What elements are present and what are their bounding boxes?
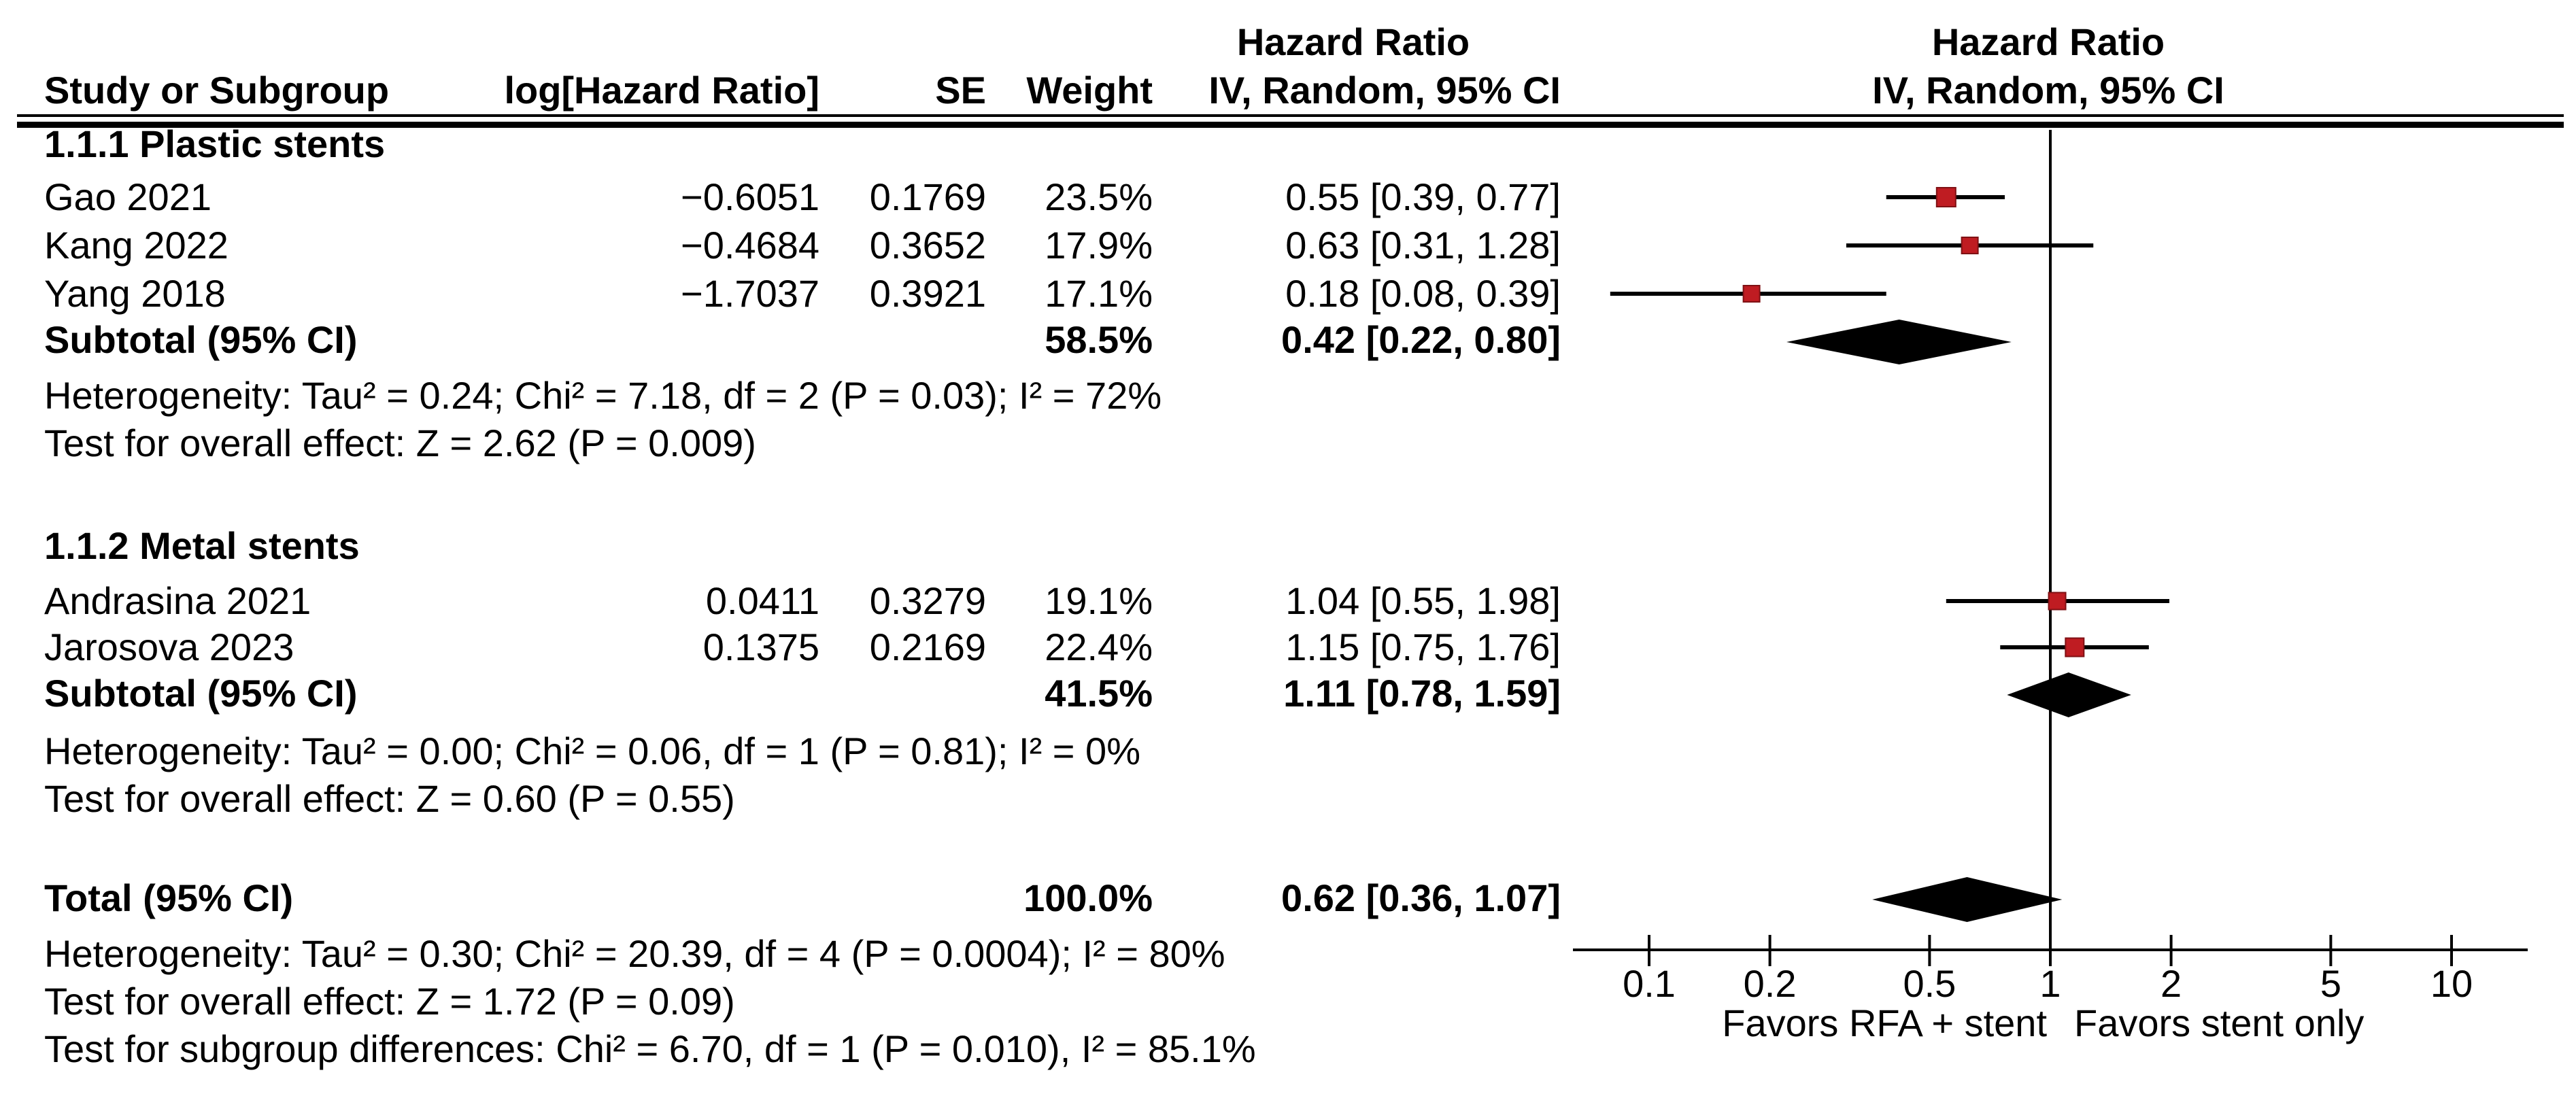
col-header-ci: IV, Random, 95% CI xyxy=(1208,69,1561,112)
subtotal-weight: 41.5% xyxy=(1045,672,1153,715)
heterogeneity-text: Heterogeneity: Tau² = 0.24; Chi² = 7.18,… xyxy=(44,374,1162,417)
hazard-ratio-header-right: Hazard Ratio xyxy=(1931,20,2165,63)
study-weight: 17.9% xyxy=(1045,224,1153,267)
x-tick-label: 1 xyxy=(2039,962,2061,1005)
study-name: Jarosova 2023 xyxy=(44,626,294,668)
x-tick-label: 10 xyxy=(2430,962,2473,1005)
effect-marker xyxy=(1742,285,1761,303)
study-weight: 22.4% xyxy=(1045,626,1153,668)
study-ci: 1.15 [0.75, 1.76] xyxy=(1285,626,1561,668)
col-header-study: Study or Subgroup xyxy=(44,69,390,112)
col-header-weight: Weight xyxy=(1026,69,1153,112)
study-se: 0.3921 xyxy=(869,272,986,315)
study-ci: 0.18 [0.08, 0.39] xyxy=(1285,272,1561,315)
study-weight: 19.1% xyxy=(1045,579,1153,622)
study-se: 0.2169 xyxy=(869,626,986,668)
study-ci: 1.04 [0.55, 1.98] xyxy=(1285,579,1561,622)
header-row-1: Hazard Ratio Hazard Ratio xyxy=(0,18,2576,66)
subgroup-1-label: 1.1.1 Plastic stents xyxy=(44,122,386,165)
subtotal-ci: 1.11 [0.78, 1.59] xyxy=(1283,672,1561,715)
col-header-se: SE xyxy=(935,69,986,112)
study-name: Andrasina 2021 xyxy=(44,579,311,622)
study-ci: 0.63 [0.31, 1.28] xyxy=(1285,224,1561,267)
study-loghr: −0.6051 xyxy=(681,175,819,218)
effect-marker xyxy=(2048,592,2067,611)
hazard-ratio-header-left: Hazard Ratio xyxy=(1236,20,1470,63)
heterogeneity-metal: Heterogeneity: Tau² = 0.00; Chi² = 0.06,… xyxy=(0,728,2576,775)
col-header-loghr: log[Hazard Ratio] xyxy=(504,69,819,112)
subgroup-2-title: 1.1.2 Metal stents xyxy=(0,522,2576,570)
favors-right-label: Favors stent only xyxy=(2074,1002,2365,1044)
subtotal-row-metal: Subtotal (95% CI) 41.5% 1.11 [0.78, 1.59… xyxy=(0,670,2576,717)
col-header-ci-right: IV, Random, 95% CI xyxy=(1872,69,2224,112)
subtotal-weight: 58.5% xyxy=(1045,318,1153,361)
x-tick-label: 0.2 xyxy=(1743,962,1797,1005)
overall-effect-text: Test for overall effect: Z = 1.72 (P = 0… xyxy=(44,980,735,1023)
overall-effect-text: Test for overall effect: Z = 2.62 (P = 0… xyxy=(44,422,756,464)
header-rule-thin xyxy=(17,114,2564,117)
heterogeneity-text: Heterogeneity: Tau² = 0.30; Chi² = 20.39… xyxy=(44,932,1225,975)
effect-marker xyxy=(1935,187,1956,207)
study-loghr: −1.7037 xyxy=(681,272,819,315)
subtotal-row-plastic: Subtotal (95% CI) 58.5% 0.42 [0.22, 0.80… xyxy=(0,316,2576,364)
study-name: Gao 2021 xyxy=(44,175,211,218)
effect-marker xyxy=(1961,237,1979,254)
study-row-yang-2018: Yang 2018 −1.7037 0.3921 17.1% 0.18 [0.0… xyxy=(0,270,2576,318)
heterogeneity-text: Heterogeneity: Tau² = 0.00; Chi² = 0.06,… xyxy=(44,730,1140,772)
study-loghr: −0.4684 xyxy=(681,224,819,267)
x-tick-label: 5 xyxy=(2320,962,2341,1005)
subtotal-diamond-plastic xyxy=(1786,320,2012,364)
total-row: Total (95% CI) 100.0% 0.62 [0.36, 1.07] xyxy=(0,874,2576,922)
x-tick-label: 0.5 xyxy=(1903,962,1956,1005)
study-row-gao-2021: Gao 2021 −0.6051 0.1769 23.5% 0.55 [0.39… xyxy=(0,173,2576,221)
overall-effect-text: Test for overall effect: Z = 0.60 (P = 0… xyxy=(44,777,735,820)
study-name: Kang 2022 xyxy=(44,224,228,267)
subgroup-differences: Test for subgroup differences: Chi² = 6.… xyxy=(0,1025,2576,1073)
total-label: Total (95% CI) xyxy=(44,876,294,919)
heterogeneity-plastic: Heterogeneity: Tau² = 0.24; Chi² = 7.18,… xyxy=(0,372,2576,420)
header-rule-thick xyxy=(17,122,2564,128)
study-name: Yang 2018 xyxy=(44,272,226,315)
subtotal-label: Subtotal (95% CI) xyxy=(44,672,358,715)
study-ci: 0.55 [0.39, 0.77] xyxy=(1285,175,1561,218)
study-row-kang-2022: Kang 2022 −0.4684 0.3652 17.9% 0.63 [0.3… xyxy=(0,222,2576,269)
x-tick-label: 2 xyxy=(2160,962,2182,1005)
total-diamond xyxy=(1872,877,2063,922)
overall-effect-plastic: Test for overall effect: Z = 2.62 (P = 0… xyxy=(0,420,2576,467)
overall-effect-total: Test for overall effect: Z = 1.72 (P = 0… xyxy=(0,978,2576,1025)
effect-marker xyxy=(2065,637,2085,657)
subtotal-ci: 0.42 [0.22, 0.80] xyxy=(1281,318,1561,361)
total-weight: 100.0% xyxy=(1023,876,1153,919)
study-weight: 17.1% xyxy=(1045,272,1153,315)
study-loghr: 0.0411 xyxy=(705,579,819,622)
heterogeneity-total: Heterogeneity: Tau² = 0.30; Chi² = 20.39… xyxy=(0,930,2576,978)
study-se: 0.1769 xyxy=(869,175,986,218)
subtotal-diamond-metal xyxy=(2007,672,2131,717)
header-row-2: Study or Subgroup log[Hazard Ratio] SE W… xyxy=(0,67,2576,114)
subgroup-differences-text: Test for subgroup differences: Chi² = 6.… xyxy=(44,1027,1256,1070)
subtotal-label: Subtotal (95% CI) xyxy=(44,318,358,361)
favors-left-label: Favors RFA + stent xyxy=(1722,1002,2047,1044)
study-se: 0.3279 xyxy=(869,579,986,622)
study-row-andrasina-2021: Andrasina 2021 0.0411 0.3279 19.1% 1.04 … xyxy=(0,577,2576,625)
study-se: 0.3652 xyxy=(869,224,986,267)
x-tick-label: 0.1 xyxy=(1623,962,1676,1005)
subgroup-2-label: 1.1.2 Metal stents xyxy=(44,524,360,567)
total-ci: 0.62 [0.36, 1.07] xyxy=(1281,876,1561,919)
subgroup-1-title: 1.1.1 Plastic stents xyxy=(0,120,2576,168)
overall-effect-metal: Test for overall effect: Z = 0.60 (P = 0… xyxy=(0,775,2576,823)
study-row-jarosova-2023: Jarosova 2023 0.1375 0.2169 22.4% 1.15 [… xyxy=(0,623,2576,671)
study-loghr: 0.1375 xyxy=(702,626,819,668)
study-weight: 23.5% xyxy=(1045,175,1153,218)
